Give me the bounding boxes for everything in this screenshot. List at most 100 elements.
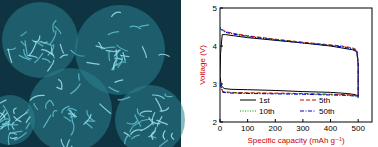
sem-petal [49, 100, 54, 105]
sem-petal [64, 117, 71, 121]
sem-petal [118, 55, 122, 68]
sem-petal [25, 40, 27, 54]
sem-petal [140, 111, 152, 114]
series-line [220, 28, 358, 98]
sem-petal [61, 139, 64, 147]
sem-petal [115, 80, 124, 83]
sem-petal [67, 140, 70, 147]
x-tick-label: 100 [241, 124, 255, 133]
sem-petal [114, 59, 117, 70]
sem-petal [165, 93, 172, 96]
sem-petal [70, 110, 75, 118]
x-tick [330, 119, 331, 122]
y-tick-label: 5 [213, 4, 218, 13]
sem-petal [159, 140, 168, 147]
x-tick-label: 500 [352, 124, 366, 133]
x-tick-label: 200 [269, 124, 283, 133]
sem-petal [106, 50, 120, 51]
sem-petal [131, 135, 140, 139]
sem-petal [155, 98, 161, 111]
sem-petal [120, 55, 129, 57]
sem-petal [14, 132, 27, 140]
sem-petal [60, 44, 64, 54]
y-tick [220, 122, 223, 123]
sem-petal [58, 79, 62, 88]
sem-petal [68, 108, 77, 110]
sem-flower [0, 95, 35, 145]
sem-petal [12, 122, 15, 130]
sem-flower [28, 68, 112, 147]
sem-petal [117, 45, 128, 51]
sem-petal [130, 122, 141, 133]
sem-petal [131, 130, 143, 135]
sem-petal [34, 104, 38, 110]
x-tick-label: 300 [296, 124, 310, 133]
x-tick [302, 119, 303, 122]
sem-petal [156, 120, 167, 124]
sem-petal [141, 123, 153, 131]
sem-petal [71, 123, 74, 136]
sem-petal [57, 87, 63, 89]
sem-petal [49, 30, 56, 44]
sem-petal [108, 87, 119, 92]
sem-petal [118, 97, 130, 100]
sem-flower [2, 2, 78, 78]
sem-petal [14, 108, 17, 114]
sem-petal [125, 135, 129, 144]
y-tick-label: 3 [213, 80, 218, 89]
sem-petal [86, 62, 99, 64]
sem-petal [109, 51, 110, 61]
sem-petal [142, 46, 146, 58]
sem-petal [60, 55, 68, 58]
legend-swatch [240, 111, 256, 112]
y-tick-label: 4 [213, 42, 218, 51]
sem-petal [12, 131, 23, 133]
sem-petal [33, 35, 39, 41]
sem-petal [15, 112, 27, 120]
sem-petal [108, 32, 119, 36]
sem-petal [111, 12, 121, 17]
sem-petal [148, 127, 156, 137]
x-axis-label: Specific capacity (mAh g⁻¹) [247, 136, 344, 145]
legend-label: 50th [319, 107, 335, 116]
sem-image [0, 0, 185, 147]
series-line [220, 35, 358, 97]
sem-petal [30, 95, 45, 100]
x-tick-label: 0 [218, 124, 223, 133]
sem-petal [171, 133, 174, 139]
sem-flower [115, 85, 185, 147]
sem-petal [7, 121, 18, 125]
y-tick-label: 2 [213, 118, 218, 127]
legend-label: 1st [259, 96, 270, 105]
sem-petal [34, 53, 43, 62]
legend-label: 5th [319, 96, 330, 105]
sem-petal [24, 110, 29, 115]
sem-petal [137, 108, 144, 116]
sem-petal [117, 50, 121, 59]
sem-petal [70, 84, 80, 94]
sem-petal [9, 133, 16, 134]
sem-petal [46, 100, 50, 109]
y-tick [220, 8, 223, 9]
sem-petal [159, 54, 170, 56]
legend-swatch [300, 100, 316, 101]
sem-petal [127, 121, 138, 124]
series-group [220, 27, 358, 98]
sem-petal [139, 25, 149, 27]
sem-petal [8, 132, 10, 145]
sem-petal [26, 117, 30, 123]
sem-petal [53, 111, 57, 117]
plot-frame [220, 8, 372, 122]
x-tick-label: 400 [324, 124, 338, 133]
series-line [220, 28, 358, 98]
sem-petal [163, 130, 165, 139]
sem-petal [83, 114, 91, 125]
sem-petal [8, 49, 12, 63]
sem-petal [0, 100, 6, 105]
sem-petal [67, 146, 72, 147]
x-tick [247, 119, 248, 122]
sem-petal [51, 47, 53, 54]
sem-petal [26, 123, 30, 129]
legend-swatch [240, 100, 256, 101]
sem-petal [78, 74, 80, 81]
